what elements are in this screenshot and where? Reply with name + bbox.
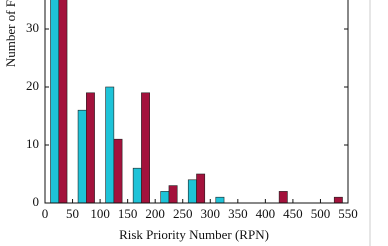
bar xyxy=(278,191,288,203)
bar xyxy=(113,138,123,203)
x-tick-label: 250 xyxy=(173,206,193,221)
bar xyxy=(168,185,178,203)
x-tick-label: 550 xyxy=(338,206,358,221)
bar xyxy=(187,179,197,203)
x-axis-label: Risk Priority Number (RPN) xyxy=(119,227,269,242)
x-tick-label: 500 xyxy=(311,206,331,221)
y-tick-label: 30 xyxy=(26,20,39,35)
axis-frame xyxy=(44,0,349,204)
bar xyxy=(196,173,206,203)
y-tick-label: 20 xyxy=(26,78,39,93)
x-tick-label: 150 xyxy=(118,206,138,221)
y-axis-label: Number of F xyxy=(3,0,18,67)
x-tick-label: 350 xyxy=(228,206,248,221)
plot-area xyxy=(50,0,343,203)
x-tick-label: 0 xyxy=(42,206,49,221)
bar xyxy=(50,0,60,203)
bar xyxy=(132,167,142,203)
bar xyxy=(58,0,68,203)
x-tick-label: 300 xyxy=(201,206,221,221)
bar xyxy=(215,196,225,203)
y-tick-label: 0 xyxy=(33,194,40,209)
bar xyxy=(77,109,87,203)
bar xyxy=(160,191,170,203)
x-tick-label: 450 xyxy=(283,206,303,221)
bar xyxy=(141,92,150,203)
bar xyxy=(86,92,95,203)
x-tick-label: 100 xyxy=(90,206,110,221)
x-tick-label: 200 xyxy=(145,206,165,221)
bar xyxy=(105,86,115,203)
x-tick-label: 400 xyxy=(256,206,276,221)
x-tick-label: 50 xyxy=(66,206,79,221)
y-tick-label: 10 xyxy=(26,136,39,151)
bar xyxy=(333,196,343,203)
